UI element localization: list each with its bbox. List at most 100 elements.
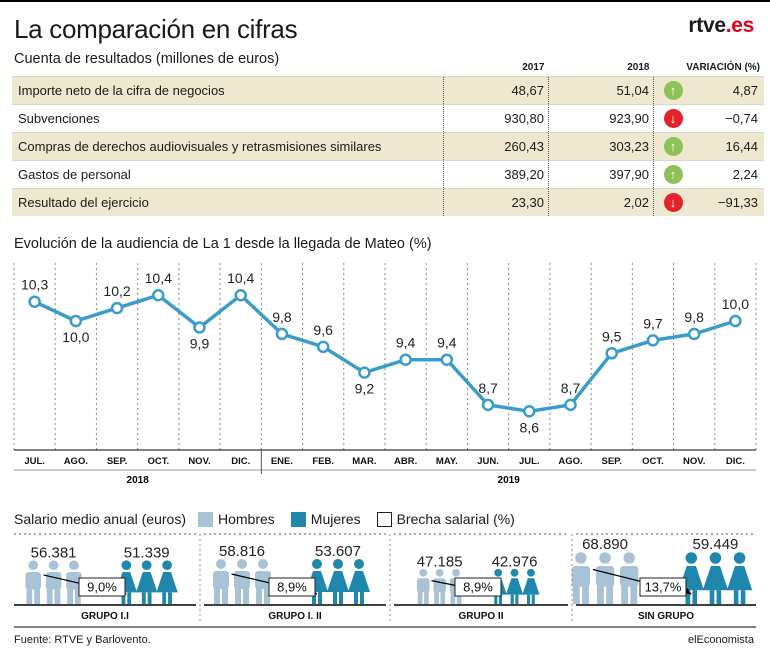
audience-line-chart: 10,3 10,0 10,2 10,4 9,9 10,4 9,8 9,6 9,2 9,4 9,4 8,…	[13, 263, 757, 486]
data-label: 10,4	[145, 270, 172, 286]
data-point	[399, 353, 412, 366]
woman-icon	[327, 559, 349, 604]
x-tick-label: OCT.	[642, 456, 664, 467]
man-head	[237, 559, 247, 569]
salary-legend: Salario medio anual (euros) Hombres Muje…	[14, 511, 519, 527]
table-header-row: 2017 2018 VARIACIÓN (%)	[12, 56, 764, 77]
woman-leg	[498, 594, 503, 604]
data-label: 9,4	[437, 335, 457, 351]
man-torso	[45, 571, 62, 590]
data-point	[481, 398, 495, 412]
man-leg	[256, 588, 262, 604]
woman-icon	[522, 568, 540, 604]
woman-dress	[726, 566, 753, 591]
women-salary-value: 42.976	[492, 554, 538, 571]
data-label: 8,6	[520, 419, 540, 435]
row-label: Importe neto de la cifra de negocios	[12, 76, 444, 105]
legend-women-label: Mujeres	[310, 511, 361, 527]
salary-group: 58.816 53.607 8,9% GRUPO I. II	[204, 533, 386, 622]
women-salary-value: 59.449	[693, 536, 739, 553]
woman-head	[354, 559, 364, 569]
x-tick-label: ENE.	[271, 456, 293, 467]
variation-value: 4,87	[692, 76, 764, 105]
variation-value: −0,74	[692, 104, 764, 133]
woman-leg	[339, 592, 343, 604]
arrow-down-icon: ↓	[663, 109, 683, 128]
man-leg	[26, 588, 33, 604]
man-head	[69, 560, 79, 571]
salary-group: 68.890 59.449 13,7% SIN GRUPO	[571, 533, 756, 622]
woman-dress	[136, 571, 158, 593]
man-head	[28, 560, 39, 571]
woman-head	[494, 568, 503, 577]
woman-icon	[348, 559, 370, 604]
man-head	[258, 559, 268, 569]
man-leg	[74, 588, 81, 604]
value-2017: 389,20	[443, 160, 549, 189]
man-torso	[25, 571, 41, 590]
data-point	[28, 295, 41, 308]
man-leg	[606, 585, 614, 604]
man-icon	[255, 559, 271, 604]
woman-head	[141, 560, 152, 571]
woman-leg	[318, 592, 322, 604]
credit: elEconomista	[687, 634, 754, 646]
chart-title: Evolución de la audiencia de La 1 desde …	[14, 236, 432, 252]
group-name: SIN GRUPO	[638, 611, 694, 622]
group-name: GRUPO I.I	[81, 611, 129, 622]
value-2018: 303,23	[548, 132, 654, 161]
data-point	[275, 327, 289, 341]
table-row: Resultado del ejercicio 23,30 2,02 ↓ −91,33	[12, 188, 764, 216]
woman-head	[527, 568, 535, 577]
arrow-up-icon: ↑	[663, 165, 683, 184]
value-2018: 51,04	[548, 76, 654, 105]
woman-head	[733, 552, 746, 564]
man-head	[216, 559, 226, 569]
col-2017-header: 2017	[522, 61, 545, 73]
x-tick-label: MAY.	[436, 456, 458, 467]
value-2018: 397,90	[548, 160, 654, 189]
woman-leg	[121, 592, 126, 604]
data-point	[605, 347, 618, 360]
man-icon	[417, 568, 430, 604]
data-point	[687, 327, 701, 341]
value-2018: 2,02	[548, 188, 654, 216]
x-tick-label: NOV.	[683, 456, 705, 467]
man-head	[575, 552, 587, 564]
data-label: 9,6	[313, 322, 333, 338]
woman-leg	[515, 594, 519, 604]
year-label-2019: 2019	[498, 475, 521, 486]
variation-value: 16,44	[692, 132, 764, 161]
man-leg	[440, 591, 446, 604]
man-torso	[66, 571, 82, 590]
value-2017: 930,80	[443, 104, 549, 133]
brand-suffix: .es	[725, 14, 755, 37]
group-name: GRUPO I. II	[268, 611, 322, 622]
x-tick-label: DIC.	[231, 456, 250, 467]
woman-dress	[522, 578, 540, 595]
woman-leg	[312, 592, 316, 604]
data-point	[110, 301, 124, 315]
table-row: Compras de derechos audiovisuales y retr…	[12, 132, 764, 161]
man-torso	[433, 578, 446, 593]
woman-head	[312, 559, 322, 569]
row-label: Gastos de personal	[12, 160, 444, 189]
woman-dress	[348, 571, 370, 592]
man-torso	[213, 571, 229, 589]
woman-head	[121, 560, 132, 571]
man-leg	[54, 588, 61, 604]
data-label: 8,7	[478, 380, 498, 396]
data-point	[193, 321, 206, 334]
gap-box	[454, 577, 502, 597]
man-torso	[255, 571, 271, 589]
x-tick-label: AGO.	[558, 456, 582, 467]
gap-box	[78, 577, 126, 597]
table-body: Importe neto de la cifra de negocios 48,6…	[12, 76, 764, 216]
group-name: GRUPO II	[458, 611, 503, 622]
woman-dress	[505, 578, 524, 595]
x-tick-label: JUL.	[24, 456, 45, 467]
women-salary-value: 51.339	[124, 544, 170, 561]
data-point	[234, 288, 247, 302]
data-point	[440, 353, 454, 366]
man-icon	[595, 552, 615, 604]
